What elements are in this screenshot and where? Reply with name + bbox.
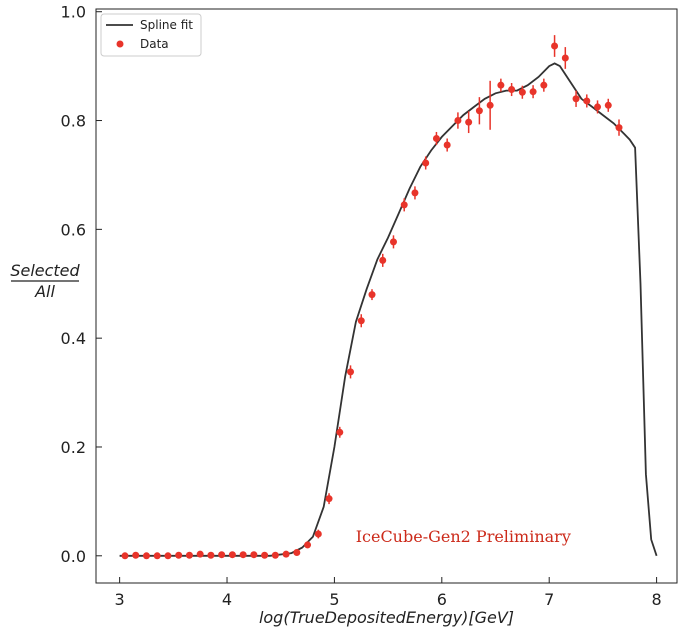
data-point — [132, 551, 140, 559]
data-point — [583, 97, 591, 105]
data-point — [368, 291, 376, 299]
data-point — [250, 551, 258, 559]
y-tick-label: 0.0 — [61, 547, 86, 566]
x-tick-label: 5 — [329, 590, 339, 609]
data-point — [529, 88, 537, 96]
y-tick-label: 0.6 — [61, 220, 86, 239]
plot-frame — [95, 8, 678, 584]
data-point — [422, 159, 430, 167]
x-axis-label: log(TrueDepositedEnergy)[GeV] — [259, 608, 514, 627]
data-point — [411, 189, 419, 197]
data-point — [218, 551, 226, 559]
data-point — [271, 551, 279, 559]
y-tick-label: 0.4 — [61, 329, 86, 348]
data-point — [465, 118, 473, 126]
data-point — [615, 124, 623, 132]
data-point — [196, 550, 204, 558]
y-tick-label: 0.8 — [61, 112, 86, 131]
data-point — [228, 551, 236, 559]
x-tick-label: 7 — [544, 590, 554, 609]
data-point — [508, 86, 516, 94]
y-tick-label: 0.2 — [61, 438, 86, 457]
data-point — [400, 201, 408, 209]
data-point — [454, 117, 462, 125]
data-point — [282, 550, 290, 558]
legend-entry-spline-fit: Spline fit — [140, 18, 193, 32]
data-point — [175, 551, 183, 559]
data-point — [594, 103, 602, 111]
data-point — [540, 81, 548, 89]
legend: Spline fit Data — [100, 13, 202, 57]
data-point — [551, 42, 559, 50]
data-point — [432, 134, 440, 142]
y-tick-label: 1.0 — [61, 3, 86, 22]
data-point — [497, 81, 505, 89]
y-axis-label: Selected All — [10, 261, 80, 301]
data-point — [561, 54, 569, 62]
legend-dot-marker — [116, 40, 124, 48]
data-point — [164, 552, 172, 560]
data-point — [518, 88, 526, 96]
data-point — [153, 552, 161, 560]
data-point — [121, 552, 129, 560]
data-point — [207, 551, 215, 559]
data-point — [443, 141, 451, 149]
x-tick-label: 3 — [115, 590, 125, 609]
data-point — [486, 101, 494, 109]
data-point — [475, 107, 483, 115]
data-point — [572, 95, 580, 103]
y-axis-label-denominator: All — [34, 282, 55, 301]
x-tick-label: 6 — [437, 590, 447, 609]
data-point — [185, 551, 193, 559]
data-point — [389, 238, 397, 246]
preliminary-annotation: IceCube-Gen2 Preliminary — [356, 527, 571, 546]
data-point — [314, 530, 322, 538]
x-tick-label: 4 — [222, 590, 232, 609]
data-point — [142, 552, 150, 560]
data-point — [293, 549, 301, 557]
data-point — [239, 551, 247, 559]
data-point — [336, 428, 344, 436]
data-point — [379, 256, 387, 264]
data-point — [604, 101, 612, 109]
y-axis-label-numerator: Selected — [10, 261, 80, 280]
legend-entry-data: Data — [140, 37, 169, 51]
data-point — [261, 551, 269, 559]
spline-fit-line — [119, 62, 658, 557]
x-tick-label: 8 — [652, 590, 662, 609]
data-point — [357, 317, 365, 325]
data-point — [325, 495, 333, 503]
data-point — [347, 368, 355, 376]
data-point — [304, 541, 312, 549]
